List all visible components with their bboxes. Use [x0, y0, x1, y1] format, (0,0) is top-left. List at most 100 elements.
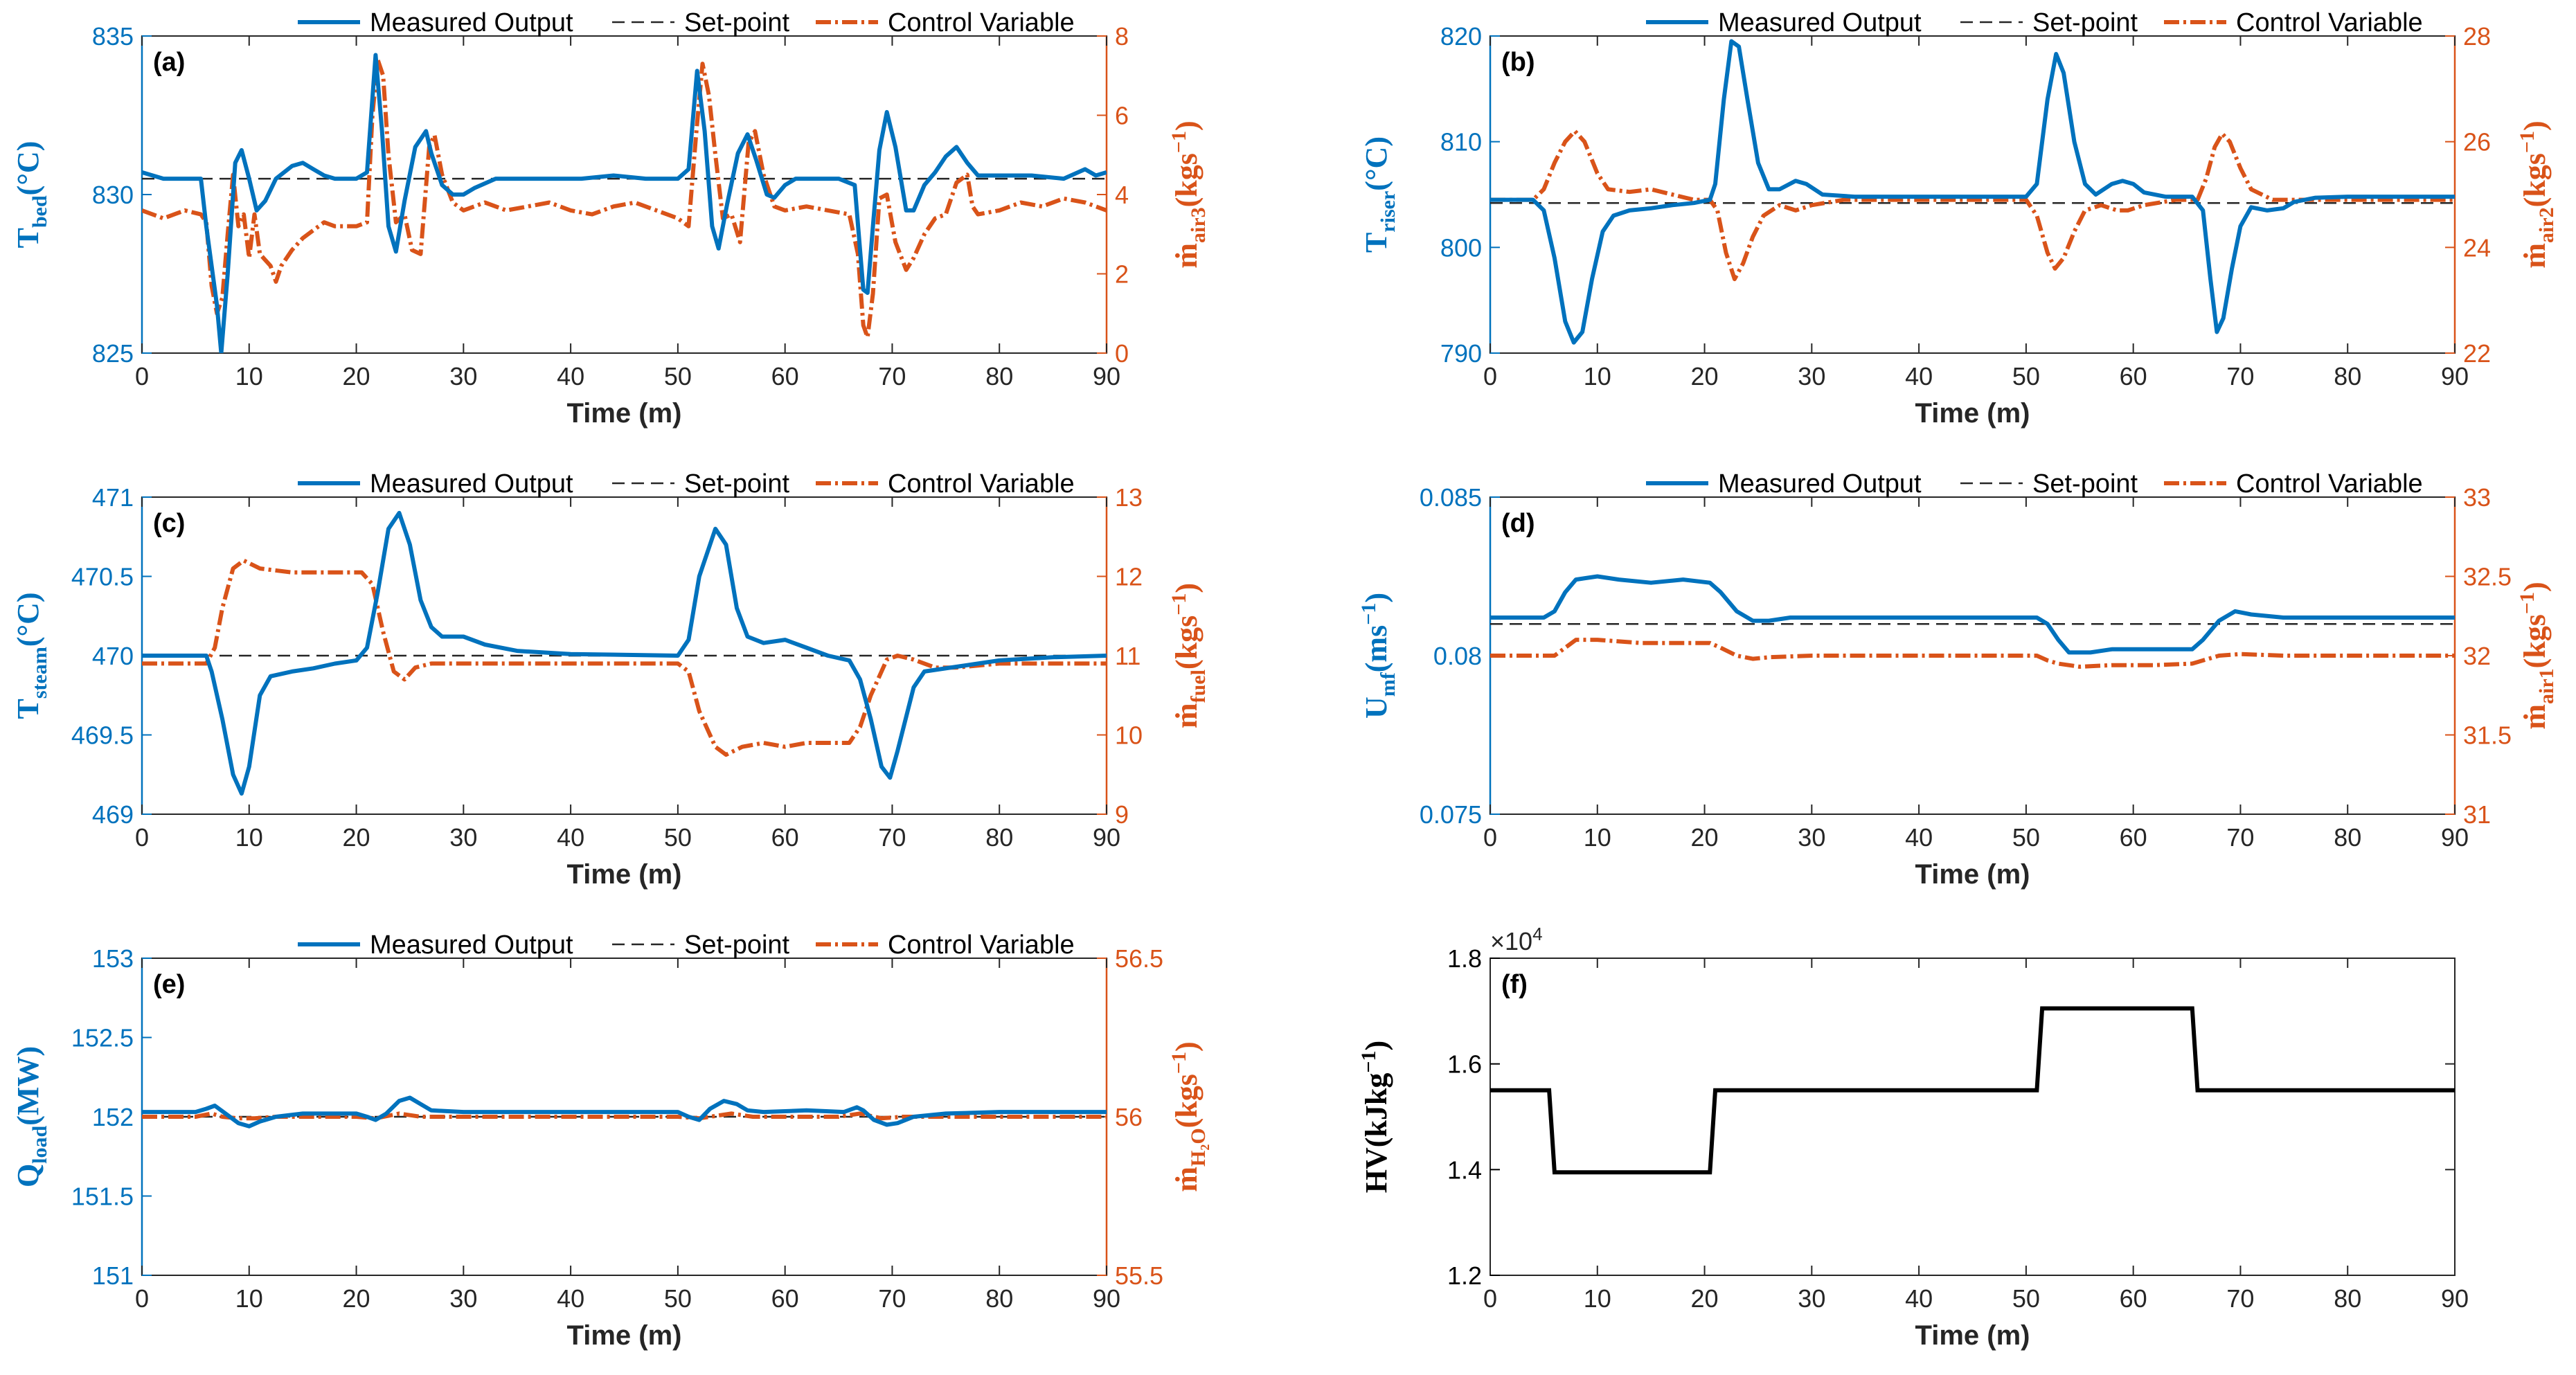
axes-frame	[1490, 958, 2456, 1276]
control-variable-line	[1490, 638, 2455, 669]
x-tick-label: 40	[557, 823, 584, 852]
x-tick-label: 20	[1691, 1284, 1719, 1313]
y-right-axis-label: ṁfuel(kgs−1)	[1168, 583, 1210, 728]
panel-d: 0 10 20 30 40 50 60 70 80 90 Time (m) 0.075 0.08 0.08…	[1357, 469, 2558, 890]
control-variable-line	[1490, 129, 2455, 282]
legend-setpoint-label: Set-point	[684, 469, 790, 498]
y-right-tick-label: 31.5	[2463, 721, 2512, 750]
x-tick-label: 80	[2334, 823, 2361, 852]
y-left-axis-label: Triser(°C)	[1359, 136, 1399, 253]
legend: Measured Output Set-point Control Variable	[298, 8, 1075, 37]
x-axis-label: Time (m)	[567, 398, 682, 429]
legend-setpoint-label: Set-point	[2032, 469, 2138, 498]
x-tick-label: 20	[343, 362, 370, 390]
y-right-axis-label: ṁair3(kgs−1)	[1168, 120, 1210, 268]
x-tick-label: 90	[1093, 362, 1120, 390]
x-tick-label: 90	[2441, 362, 2469, 390]
y-left-axis-label: Umf(ms−1)	[1357, 593, 1399, 719]
x-tick-label: 80	[985, 1284, 1013, 1313]
axes-frame	[1490, 496, 2456, 815]
legend-measured-label: Measured Output	[370, 931, 573, 960]
legend-setpoint-label: Set-point	[2032, 8, 2138, 37]
y-right-tick-label: 28	[2463, 22, 2491, 51]
x-tick-label: 50	[2012, 1284, 2040, 1313]
x-tick-label: 50	[2012, 823, 2040, 852]
x-tick-label: 50	[664, 1284, 692, 1313]
y-left-tick-label: 825	[92, 339, 134, 368]
y-right-tick-label: 55.5	[1115, 1261, 1163, 1290]
y-right-tick-label: 2	[1115, 260, 1129, 289]
y-left-tick-label: 153	[92, 944, 134, 973]
legend-measured-label: Measured Output	[370, 469, 573, 498]
x-tick-label: 60	[2120, 823, 2147, 852]
y-left-tick-label: 0.075	[1420, 800, 1482, 829]
y-left-axis-label: Tsteam(°C)	[11, 592, 51, 719]
x-axis-label: Time (m)	[1915, 398, 2030, 429]
panel-letter: (d)	[1501, 509, 1535, 538]
legend-control-label: Control Variable	[888, 8, 1075, 37]
x-tick-label: 70	[878, 1284, 906, 1313]
x-tick-label: 80	[2334, 362, 2361, 390]
y-left-tick-label: 151.5	[71, 1183, 134, 1211]
x-tick-label: 10	[235, 823, 263, 852]
legend: Measured Output Set-point Control Variable	[1646, 469, 2423, 498]
panel-letter: (a)	[153, 48, 185, 77]
legend-measured-label: Measured Output	[370, 8, 573, 37]
y-left-tick-label: 1.8	[1447, 944, 1482, 973]
y-left-tick-label: 470.5	[71, 563, 134, 591]
x-tick-label: 60	[771, 823, 799, 852]
panel-c: 0 10 20 30 40 50 60 70 80 90 Time (m) 469 469.5 470 47…	[11, 469, 1210, 890]
y-left-tick-label: 835	[92, 22, 134, 51]
x-tick-label: 30	[449, 362, 477, 390]
y-right-tick-label: 31	[2463, 800, 2491, 829]
panel-f: 0 10 20 30 40 50 60 70 80 90 Time (m) 1.2 1.4 1.6 1.8 H…	[1357, 924, 2469, 1351]
x-tick-label: 90	[1093, 823, 1120, 852]
x-tick-label: 10	[235, 362, 263, 390]
x-tick-label: 40	[1905, 823, 1933, 852]
panel-e: 0 10 20 30 40 50 60 70 80 90 Time (m) 151 151.5 152 15…	[11, 931, 1210, 1351]
x-tick-label: 0	[1483, 1284, 1497, 1313]
legend-measured-label: Measured Output	[1718, 8, 1922, 37]
x-tick-label: 10	[235, 1284, 263, 1313]
x-tick-label: 30	[1798, 1284, 1825, 1313]
x-tick-label: 40	[1905, 362, 1933, 390]
y-left-tick-label: 0.085	[1420, 483, 1482, 512]
x-tick-label: 60	[771, 1284, 799, 1313]
y-right-tick-label: 32.5	[2463, 563, 2512, 591]
legend-control-label: Control Variable	[2236, 469, 2423, 498]
x-tick-label: 0	[135, 1284, 149, 1313]
y-exponent-label: ×104	[1490, 924, 1543, 955]
y-left-tick-label: 790	[1440, 339, 1482, 368]
legend-setpoint-label: Set-point	[684, 8, 790, 37]
y-left-tick-label: 1.4	[1447, 1156, 1482, 1184]
y-left-axis-label: Qload(MW)	[11, 1046, 51, 1187]
y-right-tick-label: 33	[2463, 483, 2491, 512]
measured-output-line	[1490, 574, 2455, 655]
legend-measured-label: Measured Output	[1718, 469, 1922, 498]
x-tick-label: 60	[2120, 1284, 2147, 1313]
x-tick-label: 70	[878, 362, 906, 390]
x-tick-label: 70	[2226, 362, 2254, 390]
heating-value-line	[1490, 1006, 2455, 1175]
x-tick-label: 90	[1093, 1284, 1120, 1313]
y-right-tick-label: 10	[1115, 721, 1143, 750]
x-axis-label: Time (m)	[567, 1320, 682, 1351]
y-left-tick-label: 470	[92, 642, 134, 670]
y-left-axis-label: Tbed(°C)	[11, 141, 51, 249]
x-tick-label: 20	[343, 1284, 370, 1313]
y-right-tick-label: 56	[1115, 1103, 1143, 1131]
x-tick-label: 70	[2226, 1284, 2254, 1313]
y-left-tick-label: 469.5	[71, 721, 134, 750]
y-left-tick-label: 469	[92, 800, 134, 829]
y-left-tick-label: 152	[92, 1103, 134, 1131]
legend: Measured Output Set-point Control Variable	[298, 931, 1075, 960]
legend: Measured Output Set-point Control Variable	[298, 469, 1075, 498]
x-tick-label: 30	[449, 823, 477, 852]
y-right-tick-label: 0	[1115, 339, 1129, 368]
y-right-axis-label: ṁH₂O(kgs−1)	[1168, 1041, 1210, 1192]
x-tick-label: 10	[1584, 362, 1611, 390]
y-right-axis-label: ṁair2(kgs−1)	[2516, 120, 2558, 268]
panel-letter: (f)	[1501, 970, 1528, 999]
x-tick-label: 40	[1905, 1284, 1933, 1313]
y-left-tick-label: 810	[1440, 128, 1482, 156]
